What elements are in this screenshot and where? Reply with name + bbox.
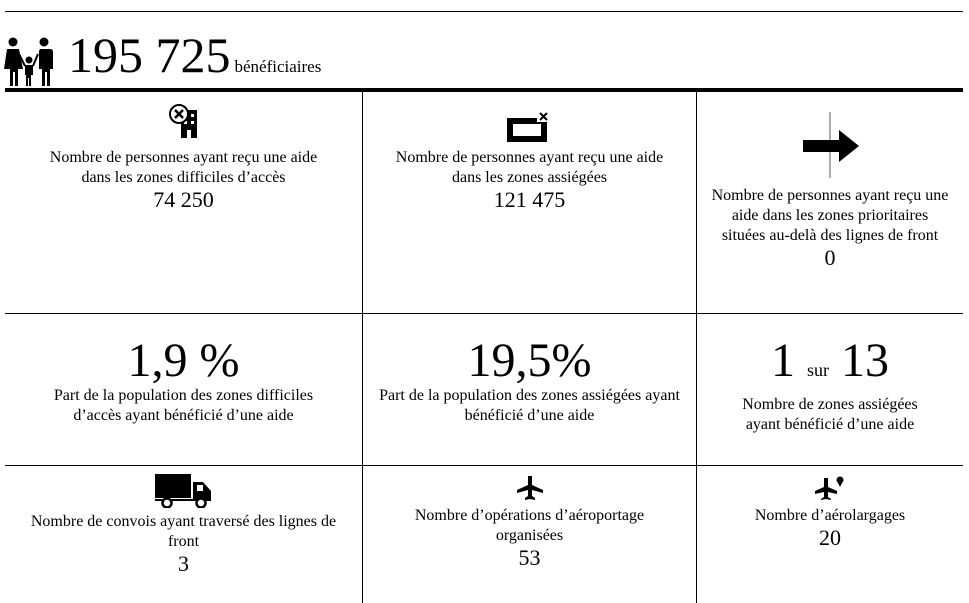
ratio-number: 1: [771, 334, 795, 387]
ratio-connector: sur: [807, 360, 829, 380]
header: 195 725 bénéficiaires: [68, 26, 321, 84]
cell-text: Nombre de zones assiégées ayant bénéfici…: [742, 396, 918, 433]
cell-value: 20: [819, 525, 841, 550]
arrow-icon: [803, 112, 859, 178]
cell-value: 1 sur 13: [697, 336, 963, 395]
cell-text: Nombre d’aérolargages: [754, 507, 906, 524]
cell-value: 1,9 %: [127, 334, 240, 387]
cell: Nombre de convois ayant traversé des lig…: [5, 474, 362, 576]
cell-value: 3: [178, 551, 189, 576]
header-rule: [5, 88, 963, 92]
cell-text: Nombre de personnes ayant reçu une aide …: [395, 149, 664, 186]
cell: Nombre de personnes ayant reçu une aide …: [363, 112, 696, 212]
cell: Nombre de personnes ayant reçu une aide …: [697, 112, 963, 270]
cell-text: Part de la population des zones assiégée…: [379, 387, 680, 424]
total-beneficiaries: 195 725: [68, 27, 231, 83]
cell-text: Nombre de personnes ayant reçu une aide …: [49, 149, 318, 186]
cell-value: 53: [518, 545, 541, 570]
cell-value: 74 250: [153, 187, 214, 212]
ratio-total: 13: [841, 334, 889, 387]
column-divider: [696, 92, 697, 603]
cell-text: Nombre de convois ayant traversé des lig…: [30, 513, 337, 550]
airdrop-icon: [815, 476, 844, 500]
cell-text: Nombre de personnes ayant reçu une aide …: [711, 187, 949, 244]
cell-value: 19,5%: [467, 334, 592, 387]
cell: 1 sur 13 Nombre de zones assiégées ayant…: [697, 336, 963, 435]
cell: Nombre d’aérolargages 20: [697, 476, 963, 550]
building-icon: [168, 104, 197, 138]
column-divider: [362, 92, 363, 603]
cell: 19,5% Part de la population des zones as…: [363, 336, 696, 426]
cell: Nombre de personnes ayant reçu une aide …: [5, 104, 362, 212]
row-divider: [5, 465, 963, 466]
cell-value: 0: [824, 245, 836, 270]
beneficiaries-label: bénéficiaires: [234, 57, 322, 76]
truck-icon: [154, 474, 211, 508]
cell-value: 121 475: [493, 187, 566, 212]
family-icon: [4, 37, 53, 86]
box-icon: [506, 112, 549, 142]
cell: 1,9 % Part de la population des zones di…: [5, 336, 362, 426]
cell-text: Nombre d’opérations d’aéroportage organi…: [414, 507, 645, 544]
cell-text: Part de la population des zones difficil…: [53, 387, 314, 424]
cell: Nombre d’opérations d’aéroportage organi…: [363, 476, 696, 570]
top-rule: [5, 11, 963, 12]
row-divider: [5, 313, 963, 314]
plane-icon: [516, 476, 543, 500]
